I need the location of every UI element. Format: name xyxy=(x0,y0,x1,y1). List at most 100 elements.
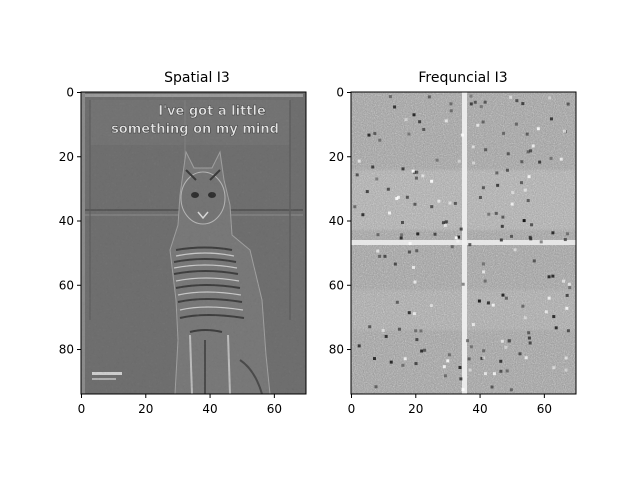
speck xyxy=(368,325,372,329)
right-xtick-label: 0 xyxy=(348,402,356,416)
speck xyxy=(500,224,504,228)
speck xyxy=(482,349,486,353)
speck xyxy=(403,357,407,361)
speck xyxy=(564,356,568,360)
speck xyxy=(504,296,508,300)
speck xyxy=(501,215,505,219)
speck xyxy=(469,345,473,349)
speck xyxy=(538,160,542,164)
speck xyxy=(395,300,399,304)
right-xtick-label: 40 xyxy=(472,402,487,416)
speck xyxy=(414,176,418,180)
speck xyxy=(530,223,534,227)
speck xyxy=(486,301,490,305)
left-ytick-label: 0 xyxy=(66,86,74,100)
speck xyxy=(510,234,514,238)
speck xyxy=(469,102,473,106)
speck xyxy=(449,109,453,113)
speck xyxy=(521,102,525,106)
right-ytick-label: 0 xyxy=(336,86,344,100)
speck xyxy=(563,129,567,133)
speck xyxy=(527,331,531,335)
speck xyxy=(422,127,426,131)
speck xyxy=(481,186,485,190)
speck xyxy=(442,365,446,369)
speck xyxy=(393,262,397,266)
speck xyxy=(396,195,400,199)
speck xyxy=(449,102,453,106)
speck xyxy=(563,238,567,242)
right-xtick-label: 60 xyxy=(537,402,552,416)
left-xtick-label: 40 xyxy=(202,402,217,416)
speck xyxy=(501,293,505,297)
speck xyxy=(566,102,570,106)
speck xyxy=(386,187,390,191)
speck xyxy=(388,95,392,99)
left-ytick-label: 40 xyxy=(59,214,74,228)
speck xyxy=(521,304,525,308)
speck xyxy=(418,120,422,124)
speck xyxy=(468,243,472,247)
speck xyxy=(499,238,503,242)
speck xyxy=(407,250,411,254)
speck xyxy=(441,221,445,225)
speck xyxy=(547,275,551,279)
speck xyxy=(405,195,409,199)
speck xyxy=(357,159,361,163)
speck xyxy=(495,171,499,175)
speck xyxy=(411,169,415,173)
speck xyxy=(415,338,419,342)
speck xyxy=(562,279,566,283)
right-image xyxy=(351,92,576,394)
speck xyxy=(528,341,532,345)
speck xyxy=(504,345,508,349)
speck xyxy=(536,127,540,131)
speck xyxy=(518,352,522,356)
speck xyxy=(509,95,513,99)
speck xyxy=(524,356,528,360)
speck xyxy=(481,356,485,360)
speck xyxy=(481,120,485,124)
speck xyxy=(505,369,509,373)
speck xyxy=(544,310,548,314)
speck xyxy=(492,372,496,376)
speck xyxy=(378,254,382,258)
speck xyxy=(376,233,380,237)
speck xyxy=(421,174,425,178)
speck xyxy=(383,254,387,258)
speck xyxy=(514,122,518,126)
speck xyxy=(566,232,570,236)
speck xyxy=(477,299,481,303)
speck xyxy=(397,327,401,331)
speck xyxy=(457,159,461,163)
speck xyxy=(416,232,420,236)
speck xyxy=(494,211,498,215)
right-ytick-label: 80 xyxy=(329,343,344,357)
speck xyxy=(411,265,415,269)
speck xyxy=(529,149,533,153)
speck xyxy=(407,311,411,315)
speck xyxy=(444,119,448,123)
speck xyxy=(565,293,569,297)
speck xyxy=(384,334,388,338)
speck xyxy=(399,236,403,240)
speck xyxy=(413,202,417,206)
speck xyxy=(520,160,524,164)
speck xyxy=(515,99,519,103)
speck xyxy=(552,315,556,319)
speck xyxy=(355,173,359,177)
speck xyxy=(551,274,555,278)
speck xyxy=(509,388,513,392)
speck xyxy=(412,312,416,316)
speck xyxy=(519,181,523,185)
speck xyxy=(559,157,563,161)
speck xyxy=(371,165,375,169)
left-xtick-label: 20 xyxy=(138,402,153,416)
speck xyxy=(433,232,437,236)
speck xyxy=(469,94,473,98)
speck xyxy=(471,323,475,327)
speck xyxy=(353,205,357,209)
speck xyxy=(375,177,379,181)
speck xyxy=(499,369,503,373)
speck xyxy=(415,170,419,174)
